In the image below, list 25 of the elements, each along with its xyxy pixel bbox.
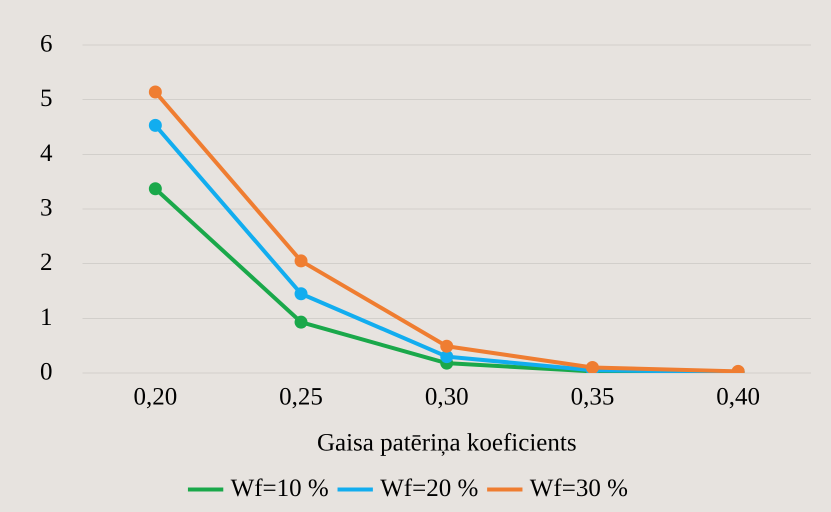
x-tick-label: 0,20	[133, 384, 178, 411]
legend-label: Wf=10 %	[230, 475, 329, 502]
x-tick-label: 0,30	[424, 384, 469, 411]
y-tick-label: 5	[40, 85, 52, 112]
point	[440, 350, 454, 364]
point	[294, 287, 308, 300]
x-tick-label: 0,25	[279, 384, 323, 411]
legend-label: Wf=20 %	[380, 475, 478, 502]
point	[440, 340, 454, 353]
point	[294, 254, 308, 268]
y-tick-label: 4	[40, 140, 53, 167]
x-tick-label: 0,35	[570, 384, 614, 411]
point	[148, 182, 162, 196]
y-tick-label: 6	[40, 30, 52, 58]
legend-label: Wf=30 %	[530, 475, 628, 502]
y-tick-label: 1	[40, 304, 52, 331]
x-axis-title: Gaisa patēriņa koeficients	[316, 430, 577, 457]
point	[586, 361, 599, 373]
x-tick-label: 0,40	[716, 384, 760, 411]
point	[294, 316, 308, 329]
y-tick-label: 3	[40, 194, 52, 222]
point	[148, 86, 162, 99]
y-tick-label: 0	[40, 358, 52, 386]
point	[148, 118, 162, 132]
y-tick-label: 2	[40, 249, 52, 276]
